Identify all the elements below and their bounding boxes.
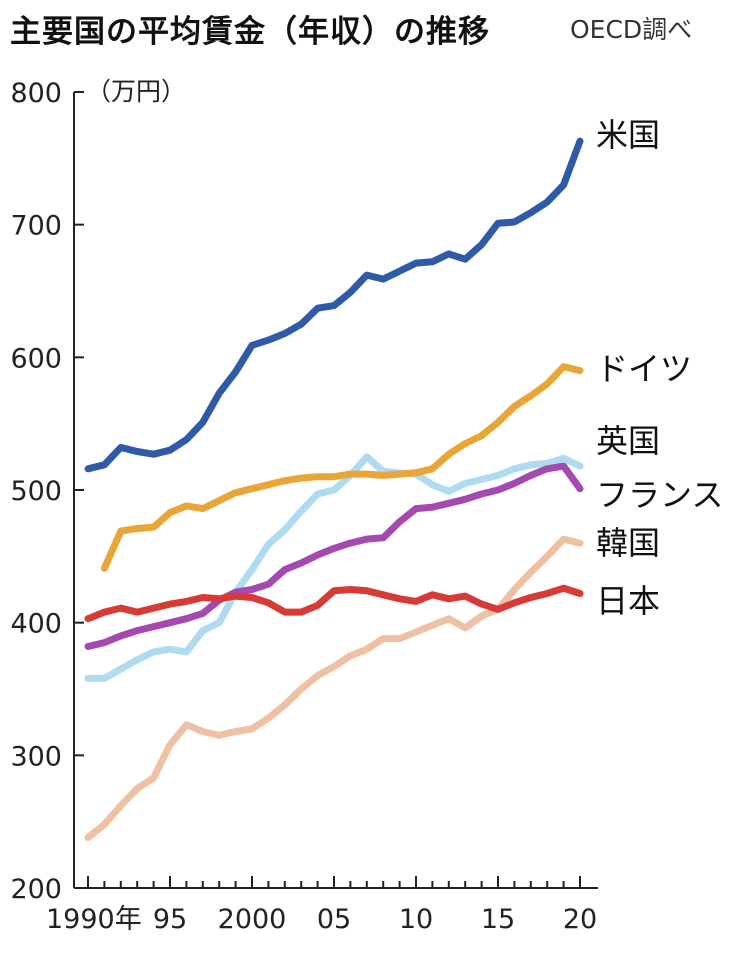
series-label-日本: 日本 bbox=[596, 582, 660, 620]
y-tick-label: 600 bbox=[10, 343, 62, 374]
series-label-フランス: フランス bbox=[596, 476, 723, 514]
series-line-韓国 bbox=[84, 535, 584, 842]
x-tick-label: 15 bbox=[481, 904, 515, 935]
series-line-ドイツ bbox=[100, 363, 584, 572]
series-label-米国: 米国 bbox=[596, 116, 660, 154]
x-tick-label: 10 bbox=[399, 904, 433, 935]
series-label-韓国: 韓国 bbox=[596, 524, 660, 562]
y-tick-label: 200 bbox=[10, 874, 62, 905]
y-tick-label: 300 bbox=[10, 741, 62, 772]
y-axis-unit: （万円） bbox=[86, 77, 186, 106]
series-label-英国: 英国 bbox=[596, 422, 660, 460]
x-tick-label: 2000 bbox=[218, 904, 287, 935]
y-tick-label: 400 bbox=[10, 609, 62, 640]
series-line-英国 bbox=[84, 453, 584, 682]
series-line-日本 bbox=[84, 584, 584, 623]
x-tick-label: 95 bbox=[153, 904, 187, 935]
chart-title: 主要国の平均賃金（年収）の推移 bbox=[10, 14, 490, 50]
series-label-ドイツ: ドイツ bbox=[596, 350, 692, 388]
chart-series bbox=[84, 137, 584, 842]
chart-axes: 200 300 400 500 600 700 800 （万円） 1990年 95 2000 05 10… bbox=[10, 77, 598, 935]
y-tick-label: 500 bbox=[10, 476, 62, 507]
x-tick-label: 20 bbox=[563, 904, 597, 935]
y-tick-label: 800 bbox=[10, 78, 62, 109]
x-tick-label: 1990年 bbox=[46, 904, 142, 935]
series-line-米国 bbox=[84, 137, 584, 473]
x-tick-label: 05 bbox=[317, 904, 351, 935]
y-tick-label: 700 bbox=[10, 211, 62, 242]
series-line-フランス bbox=[84, 462, 584, 650]
chart-source: OECD調べ bbox=[570, 15, 693, 44]
